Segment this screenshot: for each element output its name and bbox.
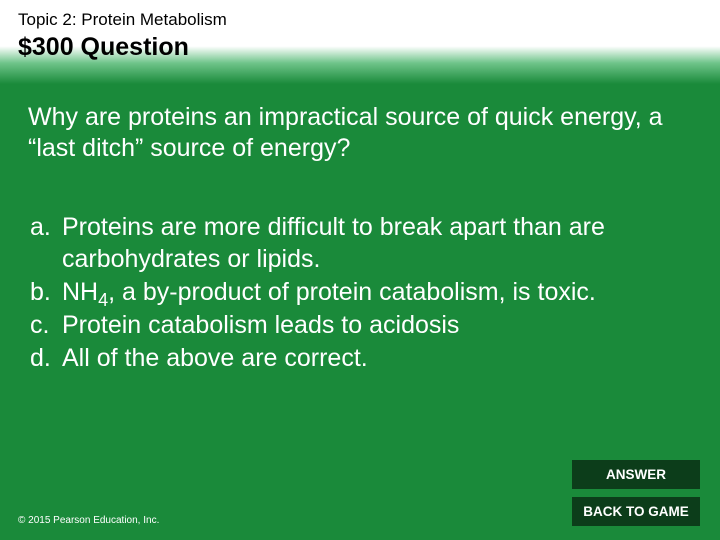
option-c: c. Protein catabolism leads to acidosis [28,309,692,341]
copyright-text: © 2015 Pearson Education, Inc. [18,515,159,526]
option-d: d. All of the above are correct. [28,342,692,374]
option-c-letter: c. [28,309,62,341]
question-text: Why are proteins an impractical source o… [28,102,692,165]
option-c-text: Protein catabolism leads to acidosis [62,309,692,341]
question-body: Why are proteins an impractical source o… [0,84,720,374]
option-a-text: Proteins are more difficult to break apa… [62,211,692,275]
topic-label: Topic 2: Protein Metabolism [18,10,702,30]
options-list: a. Proteins are more difficult to break … [28,211,692,374]
button-group: ANSWER BACK TO GAME [572,460,700,526]
header-panel: Topic 2: Protein Metabolism $300 Questio… [0,0,720,84]
option-d-letter: d. [28,342,62,374]
option-b: b. NH4, a by-product of protein cataboli… [28,276,692,308]
option-a: a. Proteins are more difficult to break … [28,211,692,275]
question-value-title: $300 Question [18,33,702,62]
answer-button[interactable]: ANSWER [572,460,700,489]
option-d-text: All of the above are correct. [62,342,692,374]
option-b-text: NH4, a by-product of protein catabolism,… [62,276,692,308]
option-a-letter: a. [28,211,62,275]
back-to-game-button[interactable]: BACK TO GAME [572,497,700,526]
option-b-letter: b. [28,276,62,308]
